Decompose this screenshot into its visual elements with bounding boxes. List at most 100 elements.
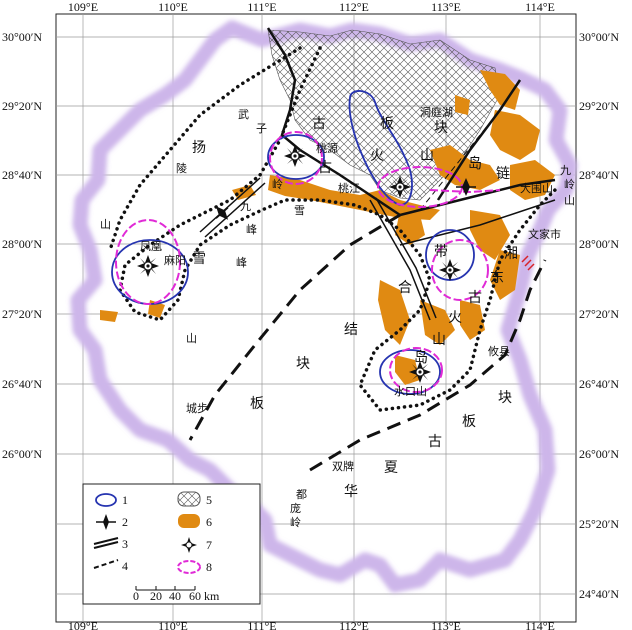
lon-label: 113°E <box>431 619 461 630</box>
label-gu3: 古 <box>468 290 482 306</box>
red-marks <box>521 255 535 271</box>
label-kuai2: 块 <box>296 356 310 372</box>
label-ling-ridge: 岭 <box>272 177 283 191</box>
lon-label: 114°E <box>525 619 555 630</box>
scale-bar: 0 20 40 60 km <box>133 586 220 603</box>
label-dai: 带 <box>434 244 448 260</box>
label-he: 合 <box>398 280 412 296</box>
legend-volcano-icon <box>96 514 116 530</box>
lat-label: 26°00′N <box>2 447 42 461</box>
label-ling2: 岭 <box>564 177 575 191</box>
label-xue: 雪 <box>294 204 305 217</box>
lat-label: 30°00′N <box>579 30 619 44</box>
lat-label: 30°00′N <box>2 30 42 44</box>
label-taojiang: 桃江 <box>338 181 360 195</box>
thrust-arrow-symbols <box>215 178 476 220</box>
lat-labels-left: 30°00′N 29°20′N 28°40′N 28°00′N 27°20′N … <box>2 30 42 461</box>
lat-label: 29°20′N <box>2 99 42 113</box>
legend: 1 2 3 4 5 6 7 8 <box>82 483 261 605</box>
legend-magenta-ellipse-icon <box>177 560 201 574</box>
legend-num: 6 <box>206 515 212 529</box>
label-yang: 扬 <box>192 140 206 156</box>
label-shuangpai: 双牌 <box>332 459 354 473</box>
lon-labels-bottom: 109°E 110°E 111°E 112°E 113°E 114°E <box>68 619 555 630</box>
label-xue2: 雪 <box>192 251 206 267</box>
label-dong: 东 <box>490 270 504 286</box>
legend-num: 7 <box>206 538 212 552</box>
lat-label: 24°40′N <box>579 587 619 601</box>
label-kuai: 块 <box>434 120 448 136</box>
label-shan2: 山 <box>420 148 434 164</box>
label-ban2: 板 <box>250 396 264 412</box>
label-jiu: 九 <box>240 200 251 213</box>
label-shuikoushan: 水口山 <box>394 385 427 398</box>
lat-label: 27°20′N <box>2 307 42 321</box>
label-dou: 都 <box>296 488 307 501</box>
label-gu4: 古 <box>428 434 442 450</box>
legend-num: 5 <box>206 493 212 507</box>
label-kuai3: 块 <box>498 390 512 406</box>
label-fenghuang: 凤凰 <box>140 240 162 253</box>
label-dongtinghu: 洞庭湖 <box>420 105 453 119</box>
lon-label: 109°E <box>68 619 98 630</box>
label-ling3: 岭 <box>290 515 301 529</box>
lon-label: 110°E <box>158 619 188 630</box>
label-chengbu: 城步 <box>186 402 208 415</box>
lat-label: 28°00′N <box>2 237 42 251</box>
legend-num: 4 <box>122 559 128 573</box>
label-xia: 夏 <box>384 460 398 476</box>
lat-label: 27°20′N <box>579 307 619 321</box>
lon-label: 113°E <box>431 0 461 14</box>
label-lian: 链 <box>496 166 510 182</box>
label-daweishan: 大围山 <box>520 181 553 195</box>
label-xiang: 湘 <box>504 246 518 262</box>
label-gu1: 古 <box>312 116 326 132</box>
scale-tick: 0 <box>133 589 139 603</box>
scale-unit: km <box>204 589 220 603</box>
lon-label: 112°E <box>339 619 369 630</box>
lon-label: 109°E <box>68 0 98 14</box>
label-jiu-ling: 九 <box>560 164 571 177</box>
lon-label: 110°E <box>158 0 188 14</box>
double-line-faults <box>199 177 556 321</box>
legend-dashed-line-icon <box>93 559 119 569</box>
label-hua: 华 <box>344 484 358 500</box>
label-zi: 子 <box>256 122 267 135</box>
lat-label: 26°00′N <box>579 447 619 461</box>
label-pang: 庞 <box>290 501 301 515</box>
lon-label: 111°E <box>247 0 276 14</box>
legend-num: 2 <box>122 515 128 529</box>
dashed-faults <box>188 213 547 472</box>
legend-blue-ellipse-icon <box>95 493 117 507</box>
legend-starburst-icon <box>181 537 197 553</box>
label-wenjiashi: 文家市 <box>528 227 561 241</box>
label-gu2: 古 <box>318 160 332 176</box>
lon-label: 111°E <box>247 619 276 630</box>
dashed-black-fault <box>419 109 501 211</box>
label-huo2: 火 <box>448 310 462 326</box>
lat-label: 26°40′N <box>2 377 42 391</box>
place-labels: 武 子 扬 陵 山 九 峰 峰 雪 雪 岭 凤凰 麻阳 山 桃源 桃江 古 古 … <box>100 105 575 529</box>
scale-tick: 20 <box>150 589 162 603</box>
lat-label: 28°40′N <box>2 168 42 182</box>
lat-label: 26°40′N <box>579 377 619 391</box>
label-dao1: 岛 <box>468 156 482 172</box>
label-dao2: 岛 <box>414 350 428 366</box>
label-taoyuan: 桃源 <box>316 141 338 155</box>
lat-labels-right: 30°00′N 29°20′N 28°40′N 28°00′N 27°20′N … <box>579 30 619 601</box>
lat-label: 28°00′N <box>579 237 619 251</box>
lat-label: 29°20′N <box>579 99 619 113</box>
label-huo: 火 <box>370 148 384 164</box>
label-ban: 板 <box>380 116 394 132</box>
label-jie: 结 <box>344 322 358 338</box>
black-faults <box>266 27 556 217</box>
label-youxian: 攸县 <box>488 344 510 358</box>
label-feng2: 峰 <box>236 256 247 269</box>
label-mayang: 麻阳 <box>164 253 186 267</box>
label-feng: 峰 <box>246 223 257 236</box>
label-shan4: 山 <box>432 332 446 348</box>
legend-crosshatch-icon <box>177 491 201 507</box>
legend-double-line-icon <box>93 537 119 549</box>
legend-num: 1 <box>122 493 128 507</box>
